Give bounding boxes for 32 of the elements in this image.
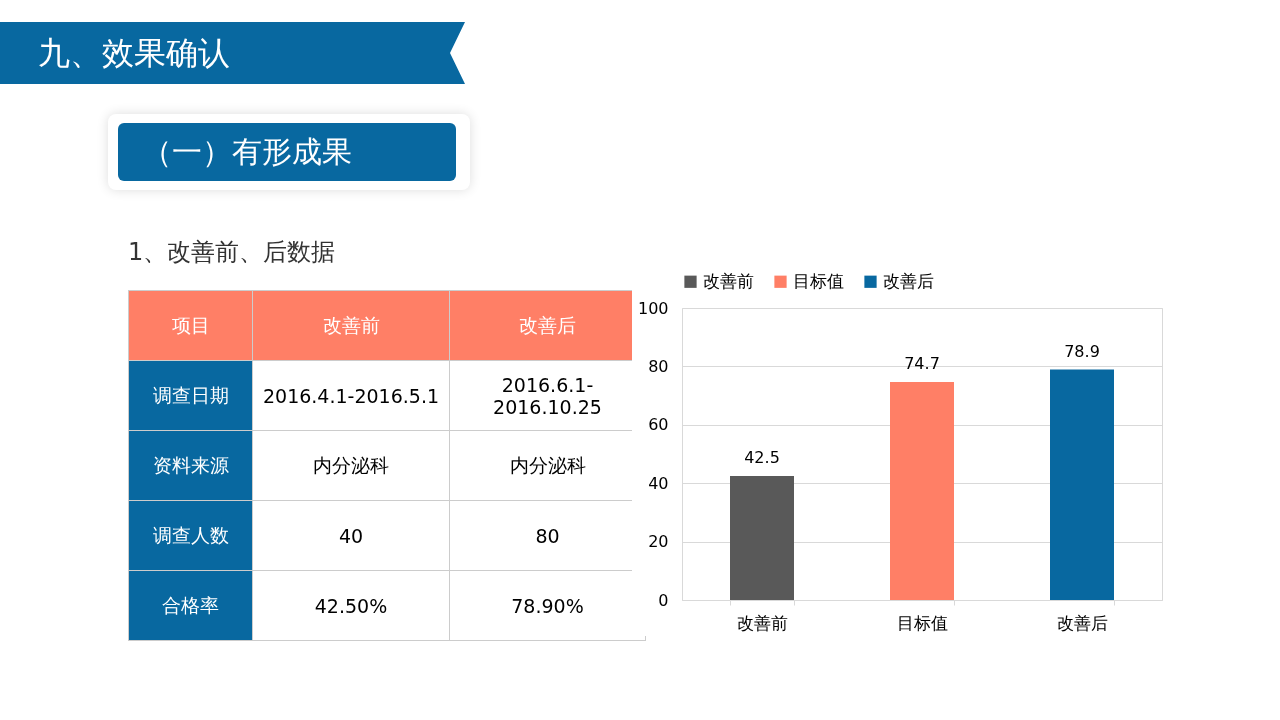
- text: 九、效果确认: [38, 33, 230, 74]
- y-tick-label: 60: [648, 415, 669, 435]
- x-tick-label: 改善前: [737, 612, 788, 633]
- text: 2016.4.1-2016.5.1: [252, 360, 450, 431]
- legend-label: 改善后: [883, 270, 934, 291]
- y-tick-label: 80: [648, 356, 669, 376]
- legend-label: 目标值: [793, 270, 844, 291]
- text: 改善前: [252, 290, 450, 361]
- text: 内分泌科: [449, 430, 646, 501]
- text: 78.90%: [449, 570, 646, 641]
- data-label: 78.9: [1064, 341, 1100, 361]
- text: 资料来源: [128, 430, 253, 501]
- y-tick-label: 0: [658, 590, 669, 610]
- text: 内分泌科: [252, 430, 450, 501]
- text: 42.50%: [252, 570, 450, 641]
- text: 调查人数: [128, 500, 253, 571]
- x-tick-label: 目标值: [897, 612, 948, 633]
- text: （一）有形成果: [118, 123, 456, 181]
- legend-label: 改善前: [703, 270, 754, 291]
- y-tick-label: 40: [648, 473, 669, 493]
- y-tick-label: 100: [637, 298, 669, 318]
- text: 1、改善前、后数据: [128, 237, 336, 268]
- text: 改善后: [519, 313, 576, 336]
- data-label: 74.7: [904, 353, 940, 373]
- text: 调查日期: [128, 360, 253, 431]
- text: 2016.6.1-2016.10.25: [449, 360, 646, 431]
- y-tick-label: 20: [648, 532, 669, 552]
- text: 合格率: [128, 570, 253, 641]
- text: 项目: [128, 290, 253, 361]
- text: 40: [252, 500, 450, 571]
- x-tick-label: 改善后: [1057, 612, 1108, 633]
- data-label: 42.5: [744, 447, 780, 467]
